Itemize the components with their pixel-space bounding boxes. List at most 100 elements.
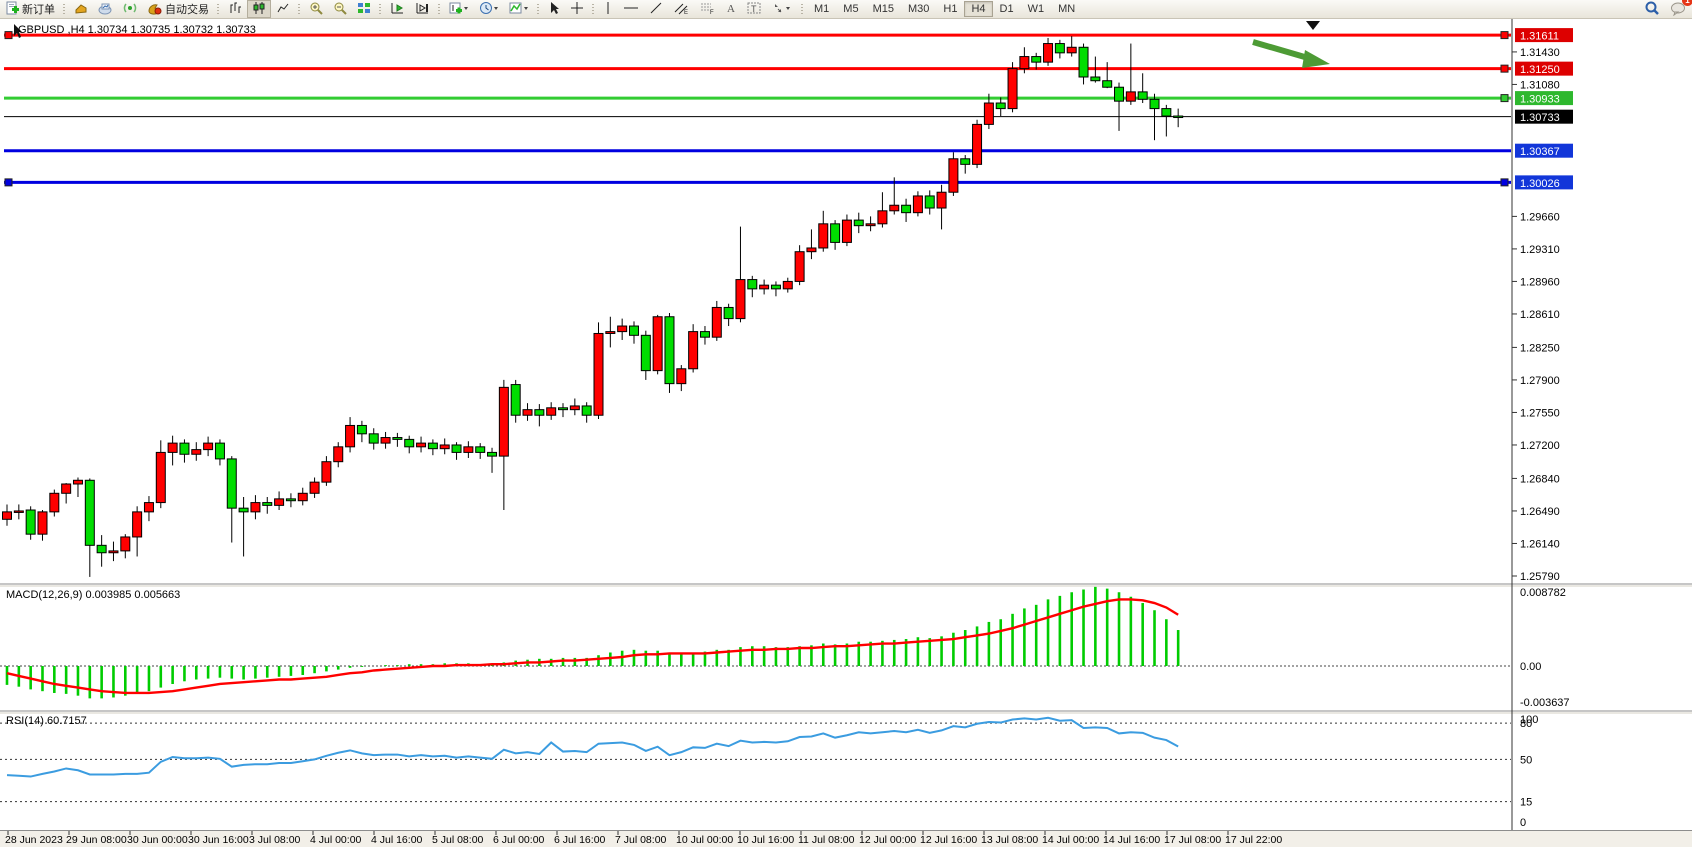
candle-body[interactable] — [155, 451, 166, 504]
candle-body[interactable] — [1102, 80, 1113, 88]
candle-body[interactable] — [948, 158, 959, 193]
candle-body[interactable] — [392, 437, 403, 440]
candle-body[interactable] — [427, 442, 438, 450]
candle-body[interactable] — [345, 424, 356, 448]
candle-body[interactable] — [983, 102, 994, 125]
candle-body[interactable] — [132, 511, 143, 538]
horizontal-line-button[interactable] — [618, 0, 644, 18]
candle-body[interactable] — [522, 409, 533, 416]
candle-body[interactable] — [877, 210, 888, 225]
candle-body[interactable] — [865, 223, 876, 227]
candle-body[interactable] — [534, 409, 545, 416]
candle-body[interactable] — [546, 407, 557, 416]
candle-body[interactable] — [61, 483, 72, 494]
candle-body[interactable] — [13, 510, 24, 513]
candle-body[interactable] — [463, 446, 474, 453]
level-handle-1.30026[interactable] — [1500, 178, 1509, 187]
candle-body[interactable] — [1149, 98, 1160, 110]
candle-body[interactable] — [1007, 68, 1018, 110]
candle-body[interactable] — [1031, 56, 1042, 63]
candle-body[interactable] — [72, 479, 83, 485]
auto-scroll-button[interactable] — [385, 0, 410, 18]
level-handle-1.30026[interactable] — [4, 178, 13, 187]
candle-body[interactable] — [2, 511, 12, 520]
crosshair-button[interactable] — [565, 0, 589, 18]
candle-body[interactable] — [510, 384, 521, 416]
candle-body[interactable] — [699, 331, 710, 338]
candle-body[interactable] — [1054, 43, 1065, 54]
candle-body[interactable] — [1043, 43, 1054, 63]
timeframe-mn[interactable]: MN — [1058, 3, 1076, 15]
candle-body[interactable] — [593, 332, 604, 416]
candle-body[interactable] — [995, 102, 1006, 110]
timeframe-w1[interactable]: W1 — [1027, 3, 1045, 15]
timeframe-h4[interactable]: H4 — [964, 1, 993, 17]
candle-body[interactable] — [475, 446, 486, 453]
signals-button[interactable] — [118, 0, 142, 18]
candle-body[interactable] — [1173, 115, 1184, 119]
candle-body[interactable] — [439, 444, 450, 450]
timeframe-m15[interactable]: M15 — [872, 3, 894, 15]
candle-body[interactable] — [108, 550, 119, 554]
candle-body[interactable] — [380, 437, 391, 444]
candle-body[interactable] — [84, 479, 95, 546]
text-label-button[interactable]: T — [742, 0, 766, 18]
candle-body[interactable] — [617, 325, 628, 333]
candle-body[interactable] — [120, 536, 131, 552]
level-handle-1.31611[interactable] — [4, 31, 13, 40]
candle-body[interactable] — [853, 219, 864, 227]
level-handle-1.31611[interactable] — [1500, 31, 1509, 40]
candle-body[interactable] — [167, 442, 178, 453]
candle-body[interactable] — [226, 458, 237, 509]
candle-body[interactable] — [274, 498, 285, 506]
candle-body[interactable] — [451, 444, 462, 453]
candle-body[interactable] — [912, 195, 923, 214]
candle-body[interactable] — [1019, 56, 1030, 70]
candle-body[interactable] — [238, 507, 249, 513]
candle-body[interactable] — [759, 284, 770, 290]
candle-body[interactable] — [321, 461, 332, 483]
candle-body[interactable] — [818, 223, 829, 249]
candle-body[interactable] — [569, 405, 580, 411]
arrows-button[interactable] — [766, 0, 798, 18]
candle-body[interactable] — [25, 509, 36, 535]
candle-body[interactable] — [297, 492, 308, 502]
candle-body[interactable] — [416, 442, 427, 448]
candle-body[interactable] — [356, 424, 367, 435]
candle-body[interactable] — [1066, 46, 1077, 54]
candle-body[interactable] — [262, 502, 273, 506]
level-handle-1.30933[interactable] — [1500, 94, 1509, 103]
candle-body[interactable] — [794, 251, 805, 282]
candle-body[interactable] — [309, 481, 320, 494]
candle-body[interactable] — [628, 325, 639, 336]
periods-button[interactable] — [474, 0, 504, 18]
candle-body[interactable] — [250, 502, 261, 513]
candle-body[interactable] — [368, 433, 379, 444]
timeframe-d1[interactable]: D1 — [999, 3, 1014, 15]
timeframe-h1[interactable]: H1 — [943, 3, 958, 15]
candle-body[interactable] — [179, 442, 190, 455]
candle-body[interactable] — [747, 279, 758, 290]
line-chart-button[interactable] — [271, 0, 295, 18]
candle-body[interactable] — [640, 334, 651, 372]
bar-chart-button[interactable] — [223, 0, 247, 18]
timeframe-m1[interactable]: M1 — [814, 3, 830, 15]
candle-body[interactable] — [487, 451, 498, 457]
candle-body[interactable] — [498, 386, 509, 457]
candle-body[interactable] — [1090, 76, 1101, 82]
candle-body[interactable] — [143, 502, 154, 513]
candle-body[interactable] — [688, 331, 699, 370]
candle-body[interactable] — [191, 449, 202, 455]
candle-body[interactable] — [960, 158, 971, 165]
chat-icon[interactable]: 1 — [1670, 0, 1692, 19]
candle-body[interactable] — [889, 204, 900, 212]
candle-body[interactable] — [96, 544, 107, 554]
text-button[interactable]: A — [720, 0, 742, 18]
zoom-out-button[interactable] — [328, 0, 352, 18]
autotrading-button[interactable]: 自动交易 — [142, 0, 214, 18]
level-handle-1.31250[interactable] — [1500, 64, 1509, 73]
candle-body[interactable] — [735, 279, 746, 320]
candle-body[interactable] — [1161, 108, 1172, 117]
indicators-button[interactable] — [504, 0, 534, 18]
